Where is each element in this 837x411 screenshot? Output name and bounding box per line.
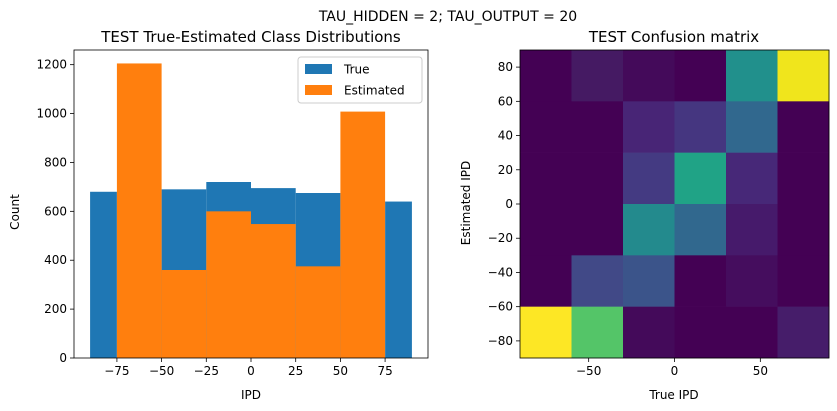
heatmap-y-tick-label: −20 bbox=[488, 231, 513, 245]
histogram-x-axis-label: IPD bbox=[241, 388, 261, 402]
heatmap-cell bbox=[674, 255, 727, 307]
histogram-y-tick-label: 400 bbox=[44, 253, 67, 267]
histogram-legend-label-estimated: Estimated bbox=[344, 84, 405, 98]
heatmap-x-tick-label: −50 bbox=[576, 364, 601, 378]
heatmap-cell bbox=[777, 255, 830, 307]
heatmap-y-tick-label: 60 bbox=[498, 94, 513, 108]
histogram-chart: TEST True-Estimated Class Distributions … bbox=[8, 28, 429, 402]
heatmap-y-tick-label: −40 bbox=[488, 265, 513, 279]
figure-suptitle: TAU_HIDDEN = 2; TAU_OUTPUT = 20 bbox=[318, 9, 577, 25]
heatmap-cell bbox=[726, 152, 778, 205]
histogram-x-tick-label: 50 bbox=[333, 364, 348, 378]
histogram-legend-swatch-estimated bbox=[305, 85, 332, 95]
histogram-title: TEST True-Estimated Class Distributions bbox=[100, 28, 401, 46]
histogram-x-tick-label: −50 bbox=[149, 364, 174, 378]
heatmap-cell bbox=[726, 204, 778, 256]
heatmap-x-tick-label: 0 bbox=[671, 364, 679, 378]
heatmap-cell bbox=[726, 50, 778, 102]
heatmap-cell bbox=[623, 306, 675, 359]
heatmap-cell bbox=[520, 152, 572, 205]
histogram-plot-area: −75 −50 −25 0 25 50 75 0 200 400 600 800 1000 1200 bbox=[36, 49, 429, 378]
histogram-legend: True Estimated bbox=[297, 56, 423, 104]
heatmap-cell bbox=[726, 101, 778, 153]
heatmap-cell bbox=[623, 101, 675, 153]
confusion-matrix-y-axis-label: Estimated IPD bbox=[459, 161, 473, 245]
heatmap-y-tick-label: −60 bbox=[488, 300, 513, 314]
heatmap-cell bbox=[623, 204, 675, 256]
histogram-bar-true bbox=[90, 191, 117, 358]
heatmap-cell bbox=[623, 152, 675, 205]
histogram-y-tick-label: 200 bbox=[44, 302, 67, 316]
heatmap-cell bbox=[571, 101, 624, 153]
histogram-bar-estimated bbox=[295, 266, 341, 358]
histogram-bar-estimated bbox=[340, 111, 386, 358]
heatmap-cell bbox=[726, 255, 778, 307]
histogram-x-tick-label: −75 bbox=[104, 364, 129, 378]
heatmap-cell bbox=[674, 204, 727, 256]
heatmap-cell bbox=[777, 101, 830, 153]
histogram-x-tick-label: 25 bbox=[288, 364, 303, 378]
heatmap-cell bbox=[571, 50, 624, 102]
confusion-matrix-plot-area: −50 0 50 −80 −60 −40 −20 0 20 40 60 80 bbox=[488, 49, 830, 378]
heatmap-cell bbox=[674, 101, 727, 153]
histogram-bar-estimated bbox=[161, 270, 207, 358]
histogram-bar-estimated bbox=[206, 211, 251, 358]
heatmap-cell bbox=[726, 306, 778, 359]
heatmap-y-tick-label: 40 bbox=[498, 129, 513, 143]
histogram-legend-swatch-true bbox=[305, 64, 332, 74]
heatmap-cell bbox=[520, 306, 572, 359]
heatmap-cell bbox=[520, 101, 572, 153]
heatmap-cell bbox=[777, 50, 830, 102]
histogram-y-tick-label: 1000 bbox=[36, 107, 67, 121]
histogram-y-tick-label: 600 bbox=[44, 204, 67, 218]
heatmap-cell bbox=[571, 204, 624, 256]
heatmap-cell bbox=[520, 204, 572, 256]
heatmap-cell bbox=[571, 152, 624, 205]
heatmap-cell bbox=[674, 306, 727, 359]
histogram-bar-true bbox=[385, 201, 412, 358]
heatmap-y-tick-label: −80 bbox=[488, 334, 513, 348]
heatmap-y-tick-label: 0 bbox=[505, 197, 513, 211]
histogram-x-tick-label: −25 bbox=[194, 364, 219, 378]
histogram-y-axis-label: Count bbox=[8, 194, 22, 230]
heatmap-cell bbox=[571, 255, 624, 307]
heatmap-cell bbox=[623, 50, 675, 102]
heatmap-x-tick-label: 50 bbox=[753, 364, 768, 378]
histogram-x-tick-label: 0 bbox=[247, 364, 255, 378]
heatmap-cell bbox=[623, 255, 675, 307]
heatmap-cell bbox=[674, 50, 727, 102]
histogram-bar-estimated bbox=[116, 63, 162, 358]
heatmap-cell bbox=[674, 152, 727, 205]
heatmap-y-tick-label: 20 bbox=[498, 163, 513, 177]
heatmap-cell bbox=[777, 204, 830, 256]
heatmap-cell bbox=[520, 50, 572, 102]
heatmap-y-tick-label: 80 bbox=[498, 60, 513, 74]
confusion-matrix-title: TEST Confusion matrix bbox=[588, 28, 759, 46]
heatmap-cell bbox=[520, 255, 572, 307]
confusion-matrix-chart: TEST Confusion matrix −50 0 50 −80 −60 −40 −20… bbox=[459, 28, 830, 402]
histogram-y-tick-label: 0 bbox=[59, 351, 67, 365]
histogram-x-tick-label: 75 bbox=[377, 364, 392, 378]
histogram-bar-estimated bbox=[251, 224, 296, 358]
heatmap-cell bbox=[571, 306, 624, 359]
heatmap-cell bbox=[777, 152, 830, 205]
heatmap-cell bbox=[777, 306, 830, 359]
histogram-y-tick-label: 1200 bbox=[36, 58, 67, 72]
confusion-matrix-x-axis-label: True IPD bbox=[648, 388, 698, 402]
histogram-y-tick-label: 800 bbox=[44, 155, 67, 169]
histogram-legend-label-true: True bbox=[343, 63, 370, 77]
